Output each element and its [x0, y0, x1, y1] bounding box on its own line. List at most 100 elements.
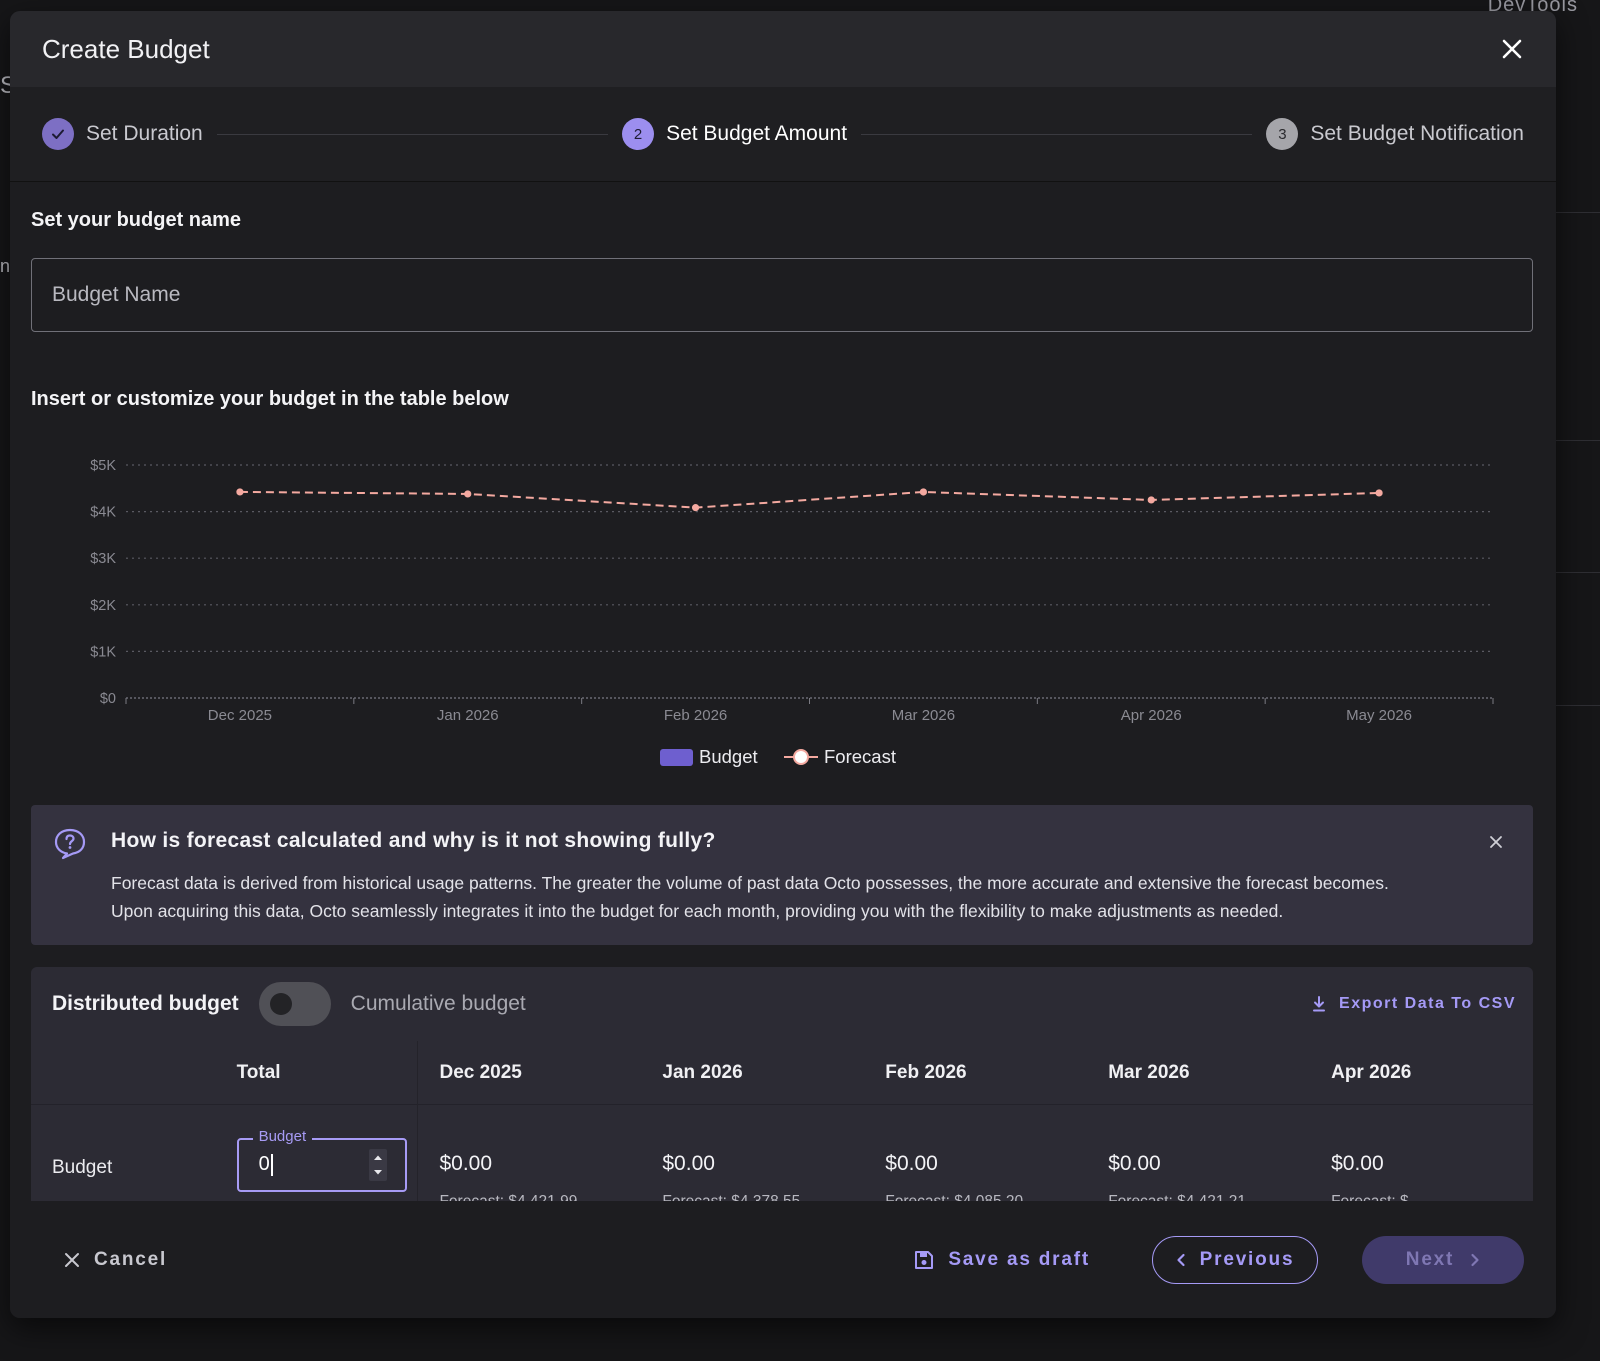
toggle-knob [269, 993, 292, 1015]
row-label: Budget [52, 1157, 113, 1178]
step-connector [861, 133, 1253, 135]
month-amount: $0.00 [439, 1152, 493, 1175]
x-tick-label: Apr 2026 [1121, 707, 1182, 724]
month-forecast: Forecast: $4,378.55 [662, 1193, 801, 1202]
forecast-point [691, 504, 700, 512]
next-button[interactable]: Next [1362, 1235, 1524, 1284]
dialog-header: Create Budget [10, 11, 1556, 87]
x-tick-label: May 2026 [1346, 707, 1412, 724]
header-cell-month: Jan 2026 [662, 1061, 743, 1083]
month-forecast: Forecast: $4,085.20 [885, 1193, 1024, 1202]
x-tick-label: Dec 2025 [208, 707, 272, 724]
step-number: 2 [622, 118, 655, 150]
header-cell-total: Total [226, 1040, 419, 1105]
budget-name-input[interactable] [31, 258, 1533, 332]
month-amount: $0.00 [885, 1152, 938, 1175]
check-icon [52, 129, 64, 139]
header-cell-month: Mar 2026 [1108, 1061, 1190, 1083]
y-tick-label: $5K [90, 458, 116, 474]
forecast-line [239, 490, 1380, 509]
create-budget-dialog: Create Budget Set Duration 2 Set Budget … [10, 11, 1556, 1318]
step-complete-marker [42, 118, 74, 150]
forecast-point [464, 490, 472, 498]
distributed-budget-label: Distributed budget [52, 992, 239, 1015]
step-set-duration[interactable]: Set Duration [42, 118, 203, 150]
y-tick-label: $4K [90, 505, 116, 521]
y-tick-label: $0 [100, 691, 116, 707]
forecast-point [236, 488, 244, 496]
save-draft-button[interactable]: Save as draft [914, 1249, 1090, 1271]
budget-forecast-chart: $0 $1K $2K $3K $4K $5K Dec 2025 Jan 2026 Feb 202… [31, 425, 1533, 805]
month-forecast: Forecast: $4,421.99 [439, 1193, 578, 1202]
forecast-point [1147, 496, 1155, 504]
export-csv-label: Export Data To CSV [1339, 995, 1516, 1012]
dismiss-info-button[interactable] [1489, 835, 1503, 854]
budget-field-value[interactable]: 0 [259, 1153, 273, 1176]
header-cell-month: Dec 2025 [439, 1061, 522, 1083]
step-label: Set Budget Amount [666, 122, 848, 145]
close-dialog-button[interactable] [1496, 33, 1528, 65]
budget-name-heading: Set your budget name [31, 209, 242, 231]
info-title: How is forecast calculated and why is it… [111, 829, 716, 852]
y-tick-label: $3K [90, 551, 116, 567]
info-line: Upon acquiring this data, Octo seamlessl… [111, 901, 1284, 921]
header-cell-month: Apr 2026 [1331, 1061, 1412, 1083]
step-set-budget-notification[interactable]: 3 Set Budget Notification [1266, 118, 1524, 150]
info-line: Forecast data is derived from historical… [111, 873, 1389, 893]
header-cell [31, 1041, 226, 1105]
dialog-title: Create Budget [42, 33, 210, 64]
number-stepper-icon[interactable] [368, 1149, 387, 1181]
legend-forecast-label: Forecast [824, 746, 896, 767]
budget-mode-toggle[interactable] [258, 982, 331, 1026]
month-forecast: Forecast: $4,421.21 [1108, 1193, 1247, 1202]
month-cell[interactable]: $0.00 Forecast: $4,378.55 [641, 1105, 864, 1202]
step-connector [216, 133, 609, 135]
step-set-budget-amount[interactable]: 2 Set Budget Amount [622, 118, 847, 150]
row-label-cell: Budget [31, 1105, 226, 1202]
cancel-button[interactable]: Cancel [64, 1249, 167, 1271]
chevron-right-icon [1471, 1253, 1479, 1266]
month-forecast: Forecast: $ [1331, 1193, 1409, 1202]
month-cell[interactable]: $0.00 Forecast: $ [1310, 1105, 1533, 1202]
x-tick-label: Jan 2026 [437, 707, 499, 724]
previous-label: Previous [1199, 1248, 1295, 1270]
next-label: Next [1405, 1248, 1455, 1270]
forecast-point [919, 488, 928, 496]
close-icon [65, 1252, 79, 1267]
close-icon [1490, 836, 1502, 848]
x-tick-label: Feb 2026 [664, 707, 727, 724]
month-cell[interactable]: $0.00 Forecast: $4,085.20 [864, 1105, 1087, 1202]
close-icon [1502, 39, 1522, 59]
legend-budget-swatch [660, 749, 693, 766]
table-header-row: Total Dec 2025 Jan 2026 Feb 2026 Mar 202… [31, 1040, 1533, 1105]
chevron-left-icon [1177, 1253, 1185, 1266]
step-label: Set Budget Notification [1310, 122, 1524, 145]
budget-field-label: Budget [252, 1128, 313, 1145]
y-tick-label: $1K [90, 644, 116, 660]
export-csv-button[interactable]: Export Data To CSV [1311, 995, 1516, 1013]
total-budget-input[interactable]: Budget 0 [236, 1128, 407, 1192]
month-cell[interactable]: $0.00 Forecast: $4,421.99 [418, 1105, 641, 1202]
header-cell-month: Feb 2026 [885, 1061, 967, 1083]
save-draft-label: Save as draft [948, 1248, 1090, 1270]
month-cell[interactable]: $0.00 Forecast: $4,421.21 [1087, 1105, 1310, 1202]
legend-forecast-marker [793, 749, 809, 765]
forecast-point [1375, 489, 1383, 497]
step-label: Set Duration [86, 122, 203, 145]
info-text: Forecast data is derived from historical… [111, 869, 1453, 925]
step-number: 3 [1266, 118, 1299, 150]
budget-table: Distributed budget Cumulative budget Exp… [31, 967, 1533, 1202]
save-icon [915, 1250, 934, 1269]
y-tick-label: $2K [90, 598, 116, 614]
month-amount: $0.00 [1331, 1152, 1384, 1175]
wizard-stepper: Set Duration 2 Set Budget Amount 3 Set B… [10, 87, 1556, 182]
budget-table-heading: Insert or customize your budget in the t… [31, 388, 509, 410]
month-amount: $0.00 [1108, 1152, 1161, 1175]
legend-budget-label: Budget [699, 746, 758, 767]
question-bubble-icon [53, 827, 87, 866]
cancel-label: Cancel [94, 1248, 168, 1270]
chart-canvas: $0 $1K $2K $3K $4K $5K Dec 2025 Jan 2026 Feb 202… [90, 458, 1494, 767]
previous-button[interactable]: Previous [1152, 1235, 1318, 1284]
table-toolbar: Distributed budget Cumulative budget Exp… [31, 967, 1533, 1041]
total-budget-cell: Budget 0 [226, 1105, 419, 1202]
